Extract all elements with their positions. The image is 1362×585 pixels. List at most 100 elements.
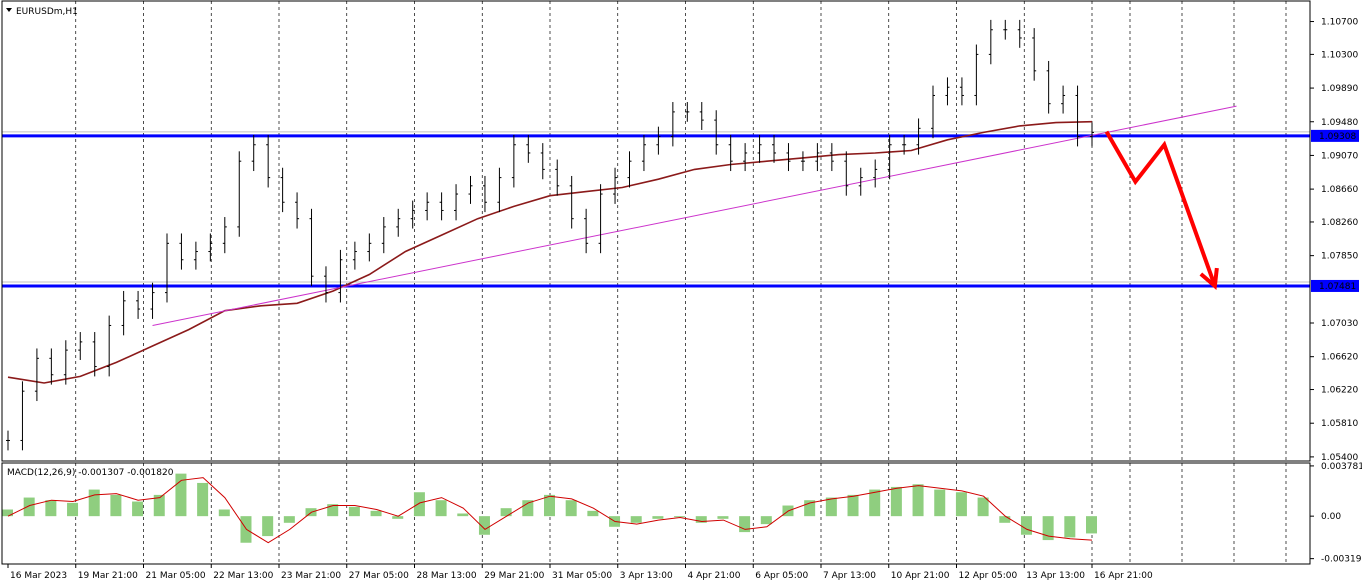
- forecast-path: [1104, 130, 1217, 287]
- time-label: 19 Mar 21:00: [78, 571, 138, 581]
- macd-bar: [283, 516, 295, 523]
- macd-label: 0.003781: [1321, 462, 1362, 472]
- macd-bar: [478, 516, 490, 535]
- macd-bar: [413, 492, 425, 517]
- macd-bar: [912, 484, 924, 517]
- macd-label: 0.00: [1321, 512, 1341, 522]
- macd-bar: [218, 509, 230, 517]
- macd-panel-frame: [1, 462, 1311, 565]
- level-price-label: 1.07481: [1319, 282, 1356, 292]
- macd-bar: [435, 500, 447, 517]
- macd-axis: 0.003781 0.00 -0.003197: [1310, 462, 1362, 565]
- price-axis: 1.09308 1.07481 1.10700 1.10300 1.09890 1.094…: [1310, 18, 1359, 463]
- time-label: 4 Apr 21:00: [688, 571, 741, 581]
- macd-title: MACD(12,26,9) -0.001307 -0.001820: [7, 468, 174, 478]
- macd-bar: [652, 516, 664, 519]
- time-label: 23 Mar 21:00: [281, 571, 341, 581]
- price-label: 1.10300: [1321, 50, 1358, 60]
- macd-bar: [348, 506, 360, 517]
- price-label: 1.07030: [1321, 319, 1358, 329]
- time-label: 10 Apr 21:00: [891, 571, 950, 581]
- macd-bar: [869, 489, 881, 517]
- level-price-label: 1.09308: [1319, 132, 1356, 142]
- macd-label: -0.003197: [1321, 555, 1362, 565]
- macd-bar: [23, 497, 35, 517]
- level-price-tag: [1311, 279, 1359, 292]
- price-label: 1.08260: [1321, 218, 1358, 228]
- price-panel-frame: [1, 0, 1311, 462]
- macd-bar: [262, 516, 274, 537]
- macd-signal-line: [7, 477, 1093, 544]
- macd-bar: [67, 502, 79, 517]
- macd-bar: [760, 516, 772, 525]
- price-bars: [6, 19, 1094, 451]
- level-price-tag: [1311, 129, 1359, 142]
- price-label: 1.09480: [1321, 118, 1358, 128]
- signal-line: [7, 477, 1093, 544]
- symbol-title: EURUSDm,H1: [16, 7, 78, 17]
- price-label: 1.05400: [1321, 453, 1358, 463]
- macd-bar: [695, 516, 707, 523]
- macd-bar: [1064, 516, 1076, 538]
- price-label: 1.10700: [1321, 18, 1358, 28]
- price-label: 1.08660: [1321, 185, 1358, 195]
- price-label: 1.09070: [1321, 151, 1358, 161]
- dropdown-arrow-icon[interactable]: [6, 8, 12, 12]
- macd-bar: [132, 501, 144, 517]
- macd-bar: [717, 516, 729, 519]
- macd-histogram: [2, 473, 1097, 543]
- price-label: 1.06620: [1321, 353, 1358, 363]
- time-label: 7 Apr 13:00: [823, 571, 876, 581]
- time-label: 16 Apr 21:00: [1094, 571, 1153, 581]
- time-axis: 16 Mar 2023 19 Mar 21:00 21 Mar 05:00 22 Ma…: [7, 564, 1153, 581]
- macd-bar: [457, 513, 469, 517]
- price-label: 1.05810: [1321, 419, 1358, 429]
- macd-bar: [370, 510, 382, 517]
- macd-bar: [955, 492, 967, 517]
- arrowhead-icon: [1199, 267, 1219, 291]
- macd-bar: [674, 516, 686, 518]
- forecast-arrow: [1104, 130, 1219, 291]
- time-label: 27 Mar 05:00: [349, 571, 409, 581]
- macd-bar: [45, 500, 57, 517]
- macd-bar: [110, 494, 122, 517]
- time-label: 21 Mar 05:00: [146, 571, 206, 581]
- macd-bar: [522, 500, 534, 517]
- macd-bar: [1042, 516, 1054, 541]
- time-label: 13 Apr 13:00: [1026, 571, 1085, 581]
- macd-bar: [327, 504, 339, 517]
- trendline-segment: [152, 105, 1237, 326]
- macd-bar: [175, 473, 187, 517]
- macd-bar: [197, 482, 209, 517]
- macd-bar: [544, 494, 555, 517]
- moving-average-line: [7, 120, 1093, 384]
- time-label: 12 Apr 05:00: [959, 571, 1018, 581]
- macd-bar: [1086, 516, 1097, 534]
- macd-bar: [587, 510, 599, 517]
- time-label: 3 Apr 13:00: [620, 571, 673, 581]
- price-label: 1.09890: [1321, 84, 1358, 94]
- macd-bar: [565, 500, 577, 517]
- macd-bar: [847, 494, 859, 517]
- macd-bar: [999, 516, 1011, 523]
- macd-bar: [1020, 516, 1032, 535]
- time-label: 6 Apr 05:00: [755, 571, 808, 581]
- macd-bar: [500, 508, 512, 517]
- price-label: 1.06220: [1321, 386, 1358, 396]
- trendline: [152, 105, 1237, 326]
- macd-bar: [890, 486, 902, 517]
- macd-bar: [825, 497, 837, 517]
- chart-title-group: EURUSDm,H1: [6, 7, 78, 17]
- time-label: 22 Mar 13:00: [213, 571, 273, 581]
- time-label: 16 Mar 2023: [10, 571, 67, 581]
- macd-bar: [630, 516, 642, 523]
- macd-bar: [934, 489, 946, 517]
- price-label: 1.07850: [1321, 252, 1358, 262]
- macd-bar: [392, 516, 404, 519]
- vertical-grid: [75, 1, 1287, 564]
- time-label: 29 Mar 21:00: [484, 571, 544, 581]
- macd-bar: [739, 516, 751, 533]
- horizontal-levels: [2, 131, 1310, 288]
- time-label: 31 Mar 05:00: [552, 571, 612, 581]
